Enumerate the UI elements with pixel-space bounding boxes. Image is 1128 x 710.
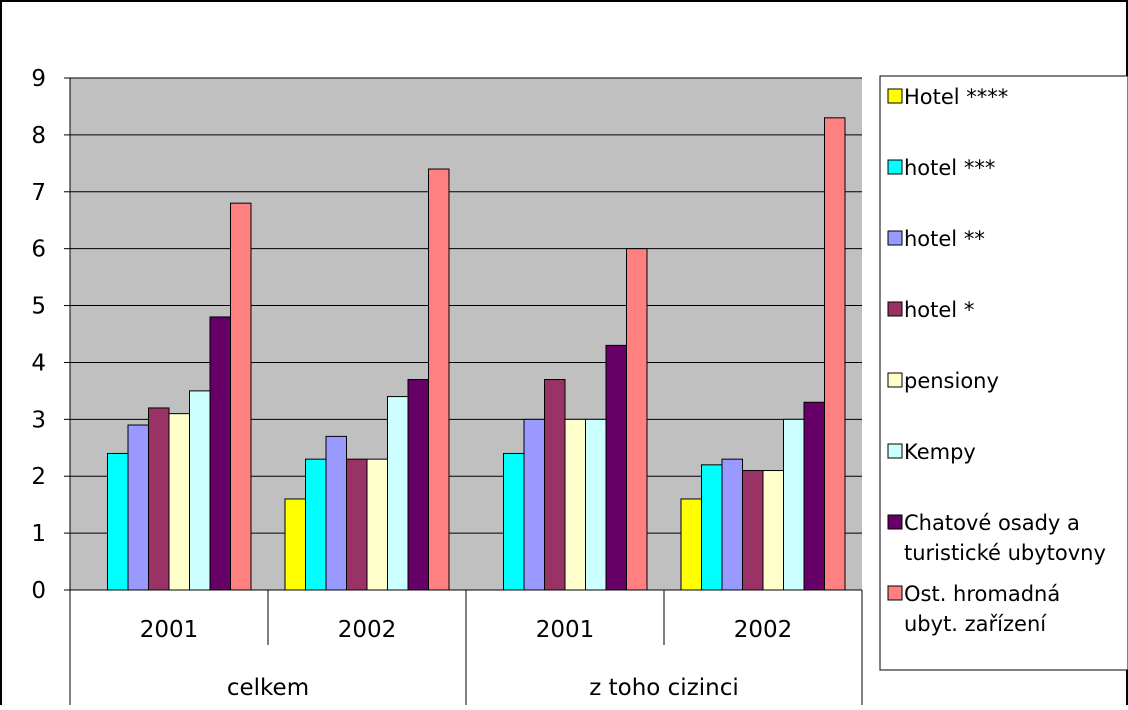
y-tick-label: 9 bbox=[31, 66, 46, 92]
bar bbox=[544, 379, 566, 591]
bar bbox=[209, 316, 231, 591]
legend: Hotel **** hotel *** hotel ** hotel * pensio… bbox=[879, 75, 1128, 671]
legend-label: ubyt. zařízení bbox=[904, 612, 1047, 636]
y-tick-labels: 0 1 2 3 4 5 6 7 8 9 bbox=[31, 66, 46, 604]
bar bbox=[783, 418, 805, 591]
y-tick-label: 0 bbox=[31, 578, 46, 604]
bar bbox=[824, 117, 846, 591]
bar bbox=[762, 470, 784, 591]
legend-label: pensiony bbox=[904, 369, 999, 393]
bar bbox=[680, 498, 702, 591]
bar bbox=[107, 452, 129, 591]
group-label: celkem bbox=[227, 675, 309, 701]
bar bbox=[189, 390, 211, 591]
legend-swatch bbox=[887, 159, 903, 175]
legend-label: Kempy bbox=[904, 440, 976, 464]
bar bbox=[742, 470, 764, 591]
bar bbox=[168, 413, 190, 591]
bar bbox=[230, 202, 252, 591]
category-label: 2001 bbox=[536, 617, 595, 643]
legend-swatch bbox=[887, 514, 903, 530]
bars bbox=[107, 117, 846, 591]
x-category-labels: 2001 2002 2001 2002 celkem z toho cizinci bbox=[140, 617, 793, 701]
y-tick-label: 7 bbox=[31, 180, 46, 206]
legend-label: turistické ubytovny bbox=[904, 541, 1106, 565]
legend-box bbox=[879, 75, 1128, 671]
category-label: 2002 bbox=[338, 617, 397, 643]
y-tick-label: 6 bbox=[31, 237, 46, 263]
y-tick-label: 4 bbox=[31, 350, 46, 376]
category-label: 2001 bbox=[140, 617, 199, 643]
y-tick-label: 2 bbox=[31, 464, 46, 490]
bar bbox=[305, 458, 327, 591]
legend-label: hotel * bbox=[904, 298, 974, 322]
bar bbox=[503, 452, 525, 591]
legend-swatch bbox=[887, 585, 903, 601]
y-tick-label: 8 bbox=[31, 123, 46, 149]
legend-label: hotel ** bbox=[904, 227, 985, 251]
y-tick-label: 1 bbox=[31, 521, 46, 547]
legend-swatch bbox=[887, 230, 903, 246]
bar bbox=[605, 344, 627, 591]
bar bbox=[148, 407, 170, 591]
bar bbox=[284, 498, 306, 591]
legend-label: Chatové osady a bbox=[904, 511, 1080, 535]
axes bbox=[64, 77, 863, 705]
bar bbox=[701, 464, 723, 591]
legend-label: Ost. hromadná bbox=[904, 582, 1060, 606]
legend-label: Hotel **** bbox=[904, 85, 1008, 109]
grid-lines bbox=[70, 77, 862, 534]
bar bbox=[564, 418, 586, 591]
bar bbox=[366, 458, 388, 591]
group-label: z toho cizinci bbox=[589, 675, 739, 701]
bar bbox=[346, 458, 368, 591]
bar bbox=[585, 418, 607, 591]
legend-label: hotel *** bbox=[904, 156, 995, 180]
bar bbox=[803, 401, 825, 591]
bar bbox=[428, 168, 450, 591]
bar bbox=[127, 424, 149, 591]
legend-swatch bbox=[887, 301, 903, 317]
y-tick-label: 5 bbox=[31, 294, 46, 320]
bar bbox=[387, 396, 409, 591]
legend-swatch bbox=[887, 88, 903, 104]
legend-swatch bbox=[887, 443, 903, 459]
bar bbox=[626, 248, 648, 591]
bar bbox=[407, 379, 429, 591]
bar bbox=[325, 435, 347, 591]
legend-swatch bbox=[887, 372, 903, 388]
bar bbox=[721, 458, 743, 591]
y-tick-label: 3 bbox=[31, 407, 46, 433]
category-label: 2002 bbox=[734, 617, 793, 643]
bar bbox=[523, 418, 545, 591]
